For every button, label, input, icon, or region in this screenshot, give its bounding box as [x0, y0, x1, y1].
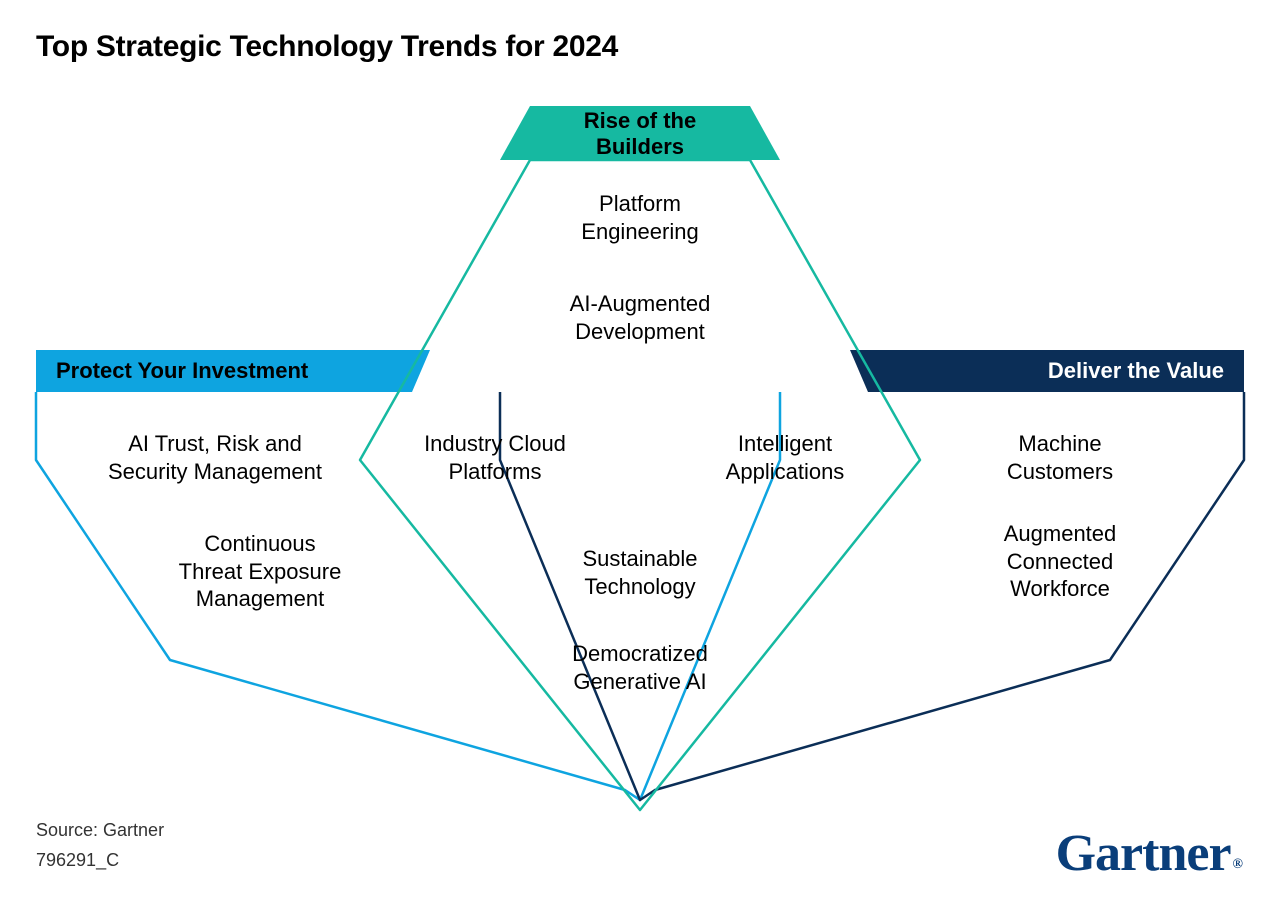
gartner-logo-dot: ®: [1233, 857, 1242, 872]
source-text: Source: Gartner: [36, 820, 164, 841]
right-item-2: Augmented Connected Workforce: [940, 520, 1180, 603]
top-left-overlap-item: Industry Cloud Platforms: [390, 430, 600, 485]
top-item-2: AI-Augmented Development: [520, 290, 760, 345]
top-region-outline: [360, 160, 920, 810]
left-item-2: Continuous Threat Exposure Management: [130, 530, 390, 613]
top-region-header: Rise of the Builders: [530, 108, 750, 161]
gartner-logo: Gartner®: [1056, 824, 1240, 883]
right-item-1: Machine Customers: [940, 430, 1180, 485]
left-region-header: Protect Your Investment: [56, 358, 416, 384]
gartner-logo-text: Gartner: [1056, 825, 1231, 882]
right-region-header: Deliver the Value: [880, 358, 1224, 384]
top-item-1: Platform Engineering: [520, 190, 760, 245]
center-item-2: Democratized Generative AI: [520, 640, 760, 695]
top-right-overlap-item: Intelligent Applications: [680, 430, 890, 485]
ref-id-text: 796291_C: [36, 850, 119, 871]
infographic-canvas: Top Strategic Technology Trends for 2024…: [0, 0, 1280, 919]
center-item-1: Sustainable Technology: [520, 545, 760, 600]
left-item-1: AI Trust, Risk and Security Management: [70, 430, 360, 485]
